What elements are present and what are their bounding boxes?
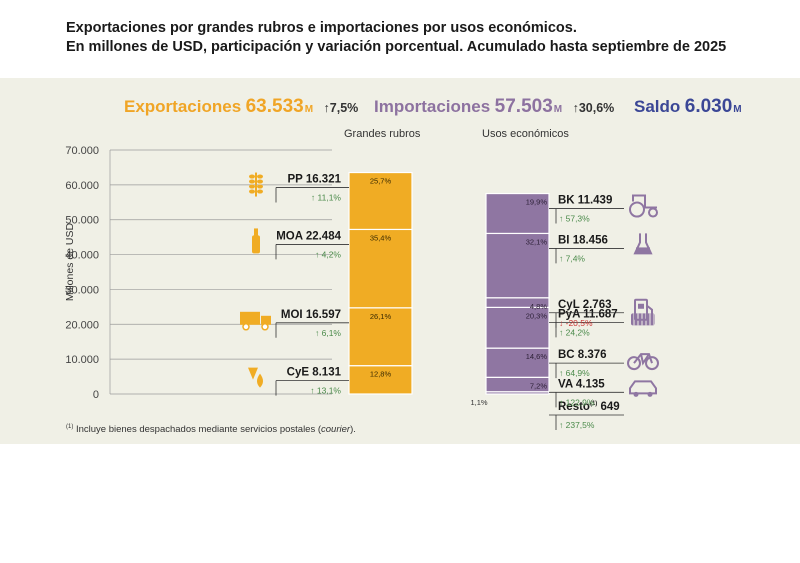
import-bar-bk bbox=[485, 192, 550, 235]
export-category-label: MOA 22.484 bbox=[276, 230, 341, 242]
import-change-label: ↑ 57,3% bbox=[559, 214, 590, 224]
kpi-exportaciones-label: Exportaciones bbox=[124, 97, 242, 116]
import-change-label: ↑ 64,9% bbox=[559, 368, 590, 378]
footnote-text-before: Incluye bienes despachados mediante serv… bbox=[73, 424, 322, 436]
import-change-label: ↑ 237,5% bbox=[559, 420, 595, 430]
export-change-label: ↑ 13,1% bbox=[310, 386, 341, 396]
import-share-label: 32,1% bbox=[526, 237, 548, 246]
y-tick-label: 20.000 bbox=[65, 319, 99, 331]
footnote-text-after: ). bbox=[350, 424, 356, 436]
y-tick-label: 40.000 bbox=[65, 250, 99, 262]
export-bar-cye bbox=[348, 365, 413, 395]
export-change-label: ↑ 4,2% bbox=[315, 249, 341, 259]
export-share-label: 35,4% bbox=[370, 233, 392, 242]
import-share-label: 20,3% bbox=[526, 311, 548, 320]
import-change-label: ↑ 122,9% bbox=[559, 397, 595, 407]
kpi-saldo-value: 6.030 bbox=[684, 96, 733, 117]
import-bar-bi bbox=[485, 232, 550, 299]
export-category-label: CyE 8.131 bbox=[287, 367, 342, 379]
import-share-label: 4,8% bbox=[530, 302, 547, 311]
import-category-label: CyL 2.763 bbox=[558, 299, 612, 311]
export-bar-moi bbox=[348, 307, 413, 367]
export-change-label: ↑ 11,1% bbox=[311, 193, 342, 203]
truck-icon bbox=[240, 311, 271, 331]
kpi-importaciones-value: 57.503 bbox=[494, 96, 553, 117]
chart-title-line1: Exportaciones por grandes rubros e impor… bbox=[66, 20, 577, 36]
y-tick-label: 0 bbox=[93, 389, 99, 401]
fuel-pump-icon bbox=[634, 298, 653, 321]
kpi-exportaciones-value: 63.533 bbox=[245, 96, 304, 117]
import-change-label: ↑ 24,2% bbox=[559, 327, 590, 337]
import-category-label: BC 8.376 bbox=[558, 349, 607, 361]
import-change-label: ↑ 7,4% bbox=[559, 253, 585, 263]
import-category-label: BI 18.456 bbox=[558, 234, 608, 246]
kpi-importaciones: Importaciones 57.503M ↑30,6% bbox=[374, 96, 614, 118]
kpi-importaciones-label: Importaciones bbox=[374, 97, 491, 116]
import-category-label: BK 11.439 bbox=[558, 195, 612, 207]
y-tick-label: 60.000 bbox=[65, 180, 99, 192]
export-share-label: 25,7% bbox=[370, 177, 392, 186]
export-category-label: PP 16.321 bbox=[287, 174, 341, 186]
y-tick-label: 10.000 bbox=[65, 354, 99, 366]
y-tick-label: 50.000 bbox=[65, 215, 99, 227]
subtitle-usos-economicos: Usos económicos bbox=[482, 128, 569, 140]
footnote-marker: (1) bbox=[66, 424, 74, 430]
kpi-importaciones-unit: M bbox=[553, 104, 563, 115]
y-tick-label: 70.000 bbox=[65, 145, 99, 157]
bottle-icon bbox=[252, 228, 260, 254]
import-change-label: ↓ -20,5% bbox=[559, 318, 593, 328]
import-category-label: PyA 11.687 bbox=[558, 308, 618, 320]
oil-drop-icon bbox=[248, 367, 263, 388]
import-share-label: 7,2% bbox=[530, 381, 547, 390]
export-category-label: MOI 16.597 bbox=[281, 309, 341, 321]
subtitle-grandes-rubros: Grandes rubros bbox=[344, 128, 421, 140]
export-share-label: 26,1% bbox=[370, 312, 392, 321]
import-category-label: VA 4.135 bbox=[558, 378, 605, 390]
footnote-italic: courier bbox=[321, 424, 351, 436]
flask-icon bbox=[633, 233, 653, 255]
import-category-label: Resto(1) 649 bbox=[558, 401, 620, 413]
import-bar-bc bbox=[485, 347, 550, 378]
kpi-saldo-unit: M bbox=[733, 104, 742, 115]
wheat-icon bbox=[249, 172, 263, 197]
kpi-exportaciones-unit: M bbox=[304, 104, 314, 115]
import-share-label: 1,1% bbox=[470, 398, 487, 407]
kpi-exportaciones: Exportaciones 63.533M ↑7,5% bbox=[124, 96, 358, 118]
y-tick-label: 30.000 bbox=[65, 284, 99, 296]
bicycle-icon bbox=[627, 353, 659, 371]
chart-title-line2: En millones de USD, participación y vari… bbox=[66, 39, 727, 55]
import-share-label: 14,6% bbox=[526, 352, 548, 361]
kpi-exportaciones-change: ↑7,5% bbox=[323, 101, 359, 115]
export-share-label: 12,8% bbox=[370, 370, 392, 379]
kpi-saldo: Saldo 6.030M bbox=[634, 96, 742, 118]
export-bar-pp bbox=[348, 171, 413, 231]
footnote: (1) Incluye bienes despachados mediante … bbox=[66, 424, 356, 435]
y-axis-title: Millones de USD bbox=[64, 222, 76, 301]
export-change-label: ↑ 6,1% bbox=[315, 328, 341, 338]
import-share-label: 19,9% bbox=[526, 198, 548, 207]
kpi-saldo-label: Saldo bbox=[634, 97, 681, 116]
car-icon bbox=[629, 380, 657, 397]
tractor-icon bbox=[629, 194, 658, 218]
kpi-importaciones-change: ↑30,6% bbox=[572, 101, 615, 115]
